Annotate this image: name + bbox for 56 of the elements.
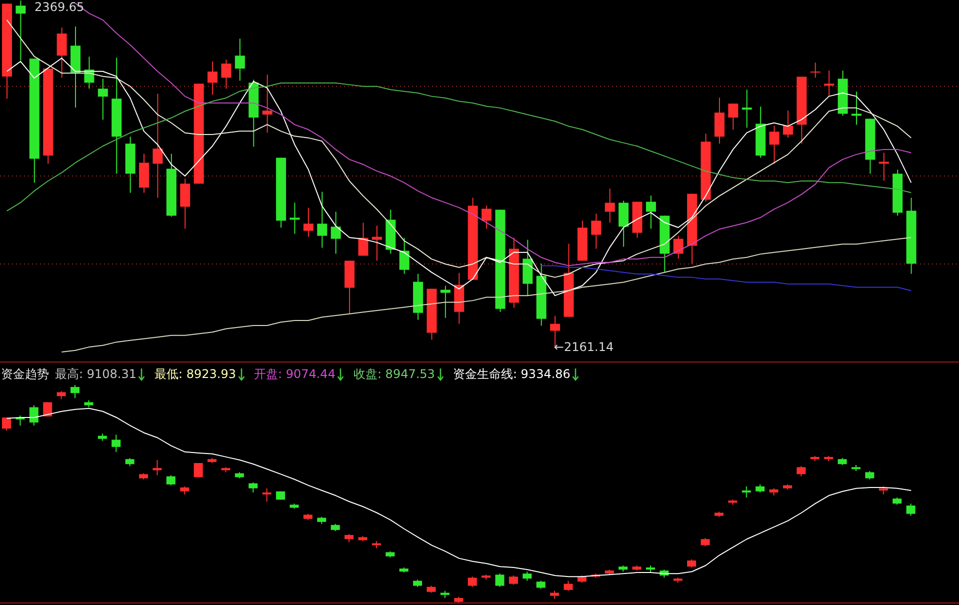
candlestick <box>56 27 67 78</box>
candlestick <box>782 110 793 138</box>
candlestick <box>878 152 889 182</box>
candlestick <box>330 211 341 254</box>
candlestick <box>468 576 477 588</box>
candlestick <box>399 237 410 274</box>
candlestick <box>16 0 26 62</box>
candlestick <box>742 89 752 128</box>
candlestick <box>194 462 203 478</box>
candlestick <box>2 416 11 432</box>
text: 开盘: 9074.44 <box>254 366 336 382</box>
candlestick <box>152 93 163 198</box>
candlestick <box>810 62 820 78</box>
candlestick <box>728 103 738 130</box>
candlestick <box>262 74 272 134</box>
candlestick <box>317 191 328 248</box>
candlestick <box>495 573 504 588</box>
candlestick <box>112 434 121 452</box>
candlestick <box>591 213 602 250</box>
candlestick <box>372 225 382 262</box>
candlestick <box>43 402 52 417</box>
candlestick <box>522 571 532 582</box>
candlestick <box>234 38 245 82</box>
candlestick <box>742 486 751 498</box>
candlestick <box>70 385 80 399</box>
text: 收盘: 8947.53 <box>353 366 435 382</box>
annotation: 2369.65 <box>34 0 84 14</box>
candlestick <box>618 200 629 248</box>
candlestick <box>564 580 573 592</box>
candlestick <box>508 575 518 586</box>
candlestick <box>440 285 450 318</box>
candlestick <box>262 488 272 502</box>
candlestick <box>152 459 162 476</box>
candlestick <box>303 207 314 238</box>
chart-title: 资金趋势 <box>1 366 49 382</box>
candlestick <box>98 78 108 120</box>
candlestick <box>358 222 368 256</box>
candlestick <box>29 404 38 426</box>
candlestick <box>906 503 916 516</box>
candlestick <box>248 482 258 493</box>
candlestick <box>290 202 300 234</box>
candlestick <box>604 188 615 224</box>
candlestick <box>769 125 780 164</box>
candlestick <box>482 205 492 230</box>
text: 最高: 9108.31 <box>55 366 136 382</box>
candlestick <box>221 59 232 90</box>
candlestick <box>208 61 218 96</box>
annotation: ←2161.14 <box>554 340 614 354</box>
candlestick <box>646 195 656 230</box>
candlestick <box>851 91 862 126</box>
text: 资金生命线: 9334.86 <box>452 366 570 382</box>
candlestick <box>824 70 834 96</box>
candlestick <box>166 474 176 486</box>
text: 最低: 8923.93 <box>154 366 236 382</box>
candlestick <box>180 178 190 230</box>
candlestick <box>796 466 806 477</box>
